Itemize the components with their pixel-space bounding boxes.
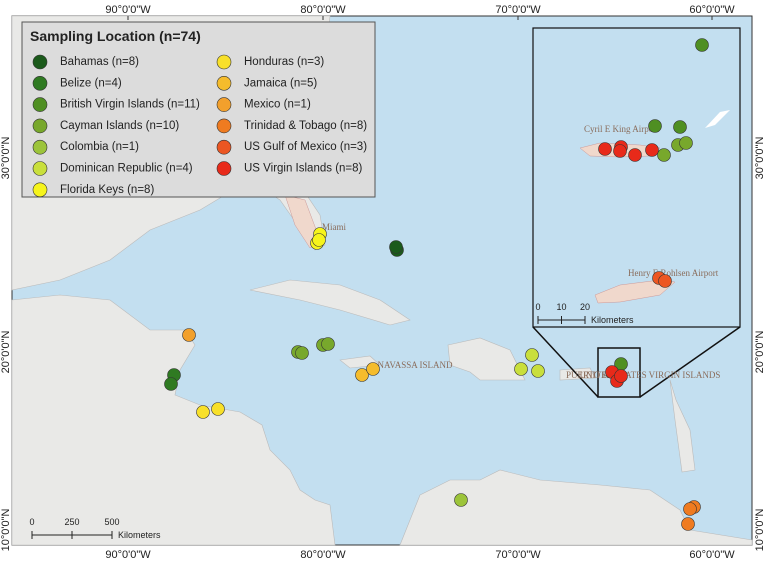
legend-label: Mexico (n=1) bbox=[244, 99, 311, 111]
lon-label: 70°0'0"W bbox=[495, 4, 541, 16]
lon-label: 90°0'0"W bbox=[105, 549, 151, 561]
scale-unit: Kilometers bbox=[118, 530, 161, 540]
sampling-point bbox=[531, 364, 545, 378]
place-label: PUERTO RICO bbox=[566, 370, 625, 380]
legend-label: Florida Keys (n=8) bbox=[60, 184, 154, 196]
sampling-point bbox=[645, 143, 659, 157]
inset-box bbox=[597, 347, 641, 398]
sampling-point bbox=[321, 337, 335, 351]
legend-box bbox=[21, 21, 376, 198]
legend-swatch bbox=[32, 54, 48, 70]
sampling-point bbox=[196, 405, 210, 419]
place-label: UNITED STATES VIRGIN ISLANDS bbox=[580, 370, 721, 380]
scale-label: 0 bbox=[535, 302, 540, 312]
legend-label: Honduras (n=3) bbox=[244, 56, 324, 68]
sampling-point bbox=[673, 120, 687, 134]
lat-label: 10°0'0"N bbox=[754, 509, 766, 552]
sampling-point bbox=[211, 402, 225, 416]
sampling-point bbox=[295, 346, 309, 360]
legend-swatch bbox=[32, 76, 48, 91]
scale-bar bbox=[537, 316, 586, 324]
scale-label: 250 bbox=[64, 517, 79, 527]
legend-label: British Virgin Islands (n=11) bbox=[60, 99, 200, 111]
sampling-point bbox=[657, 148, 671, 162]
sampling-point bbox=[628, 148, 642, 162]
legend-swatch bbox=[216, 97, 232, 112]
lon-label: 90°0'0"W bbox=[105, 4, 151, 16]
legend-label: Bahamas (n=8) bbox=[60, 56, 139, 68]
lat-label: 20°0'0"N bbox=[0, 331, 12, 374]
sampling-point bbox=[681, 517, 695, 531]
scale-label: 0 bbox=[29, 517, 34, 527]
inset-connector bbox=[532, 326, 741, 398]
sampling-point bbox=[658, 274, 672, 288]
scale-label: 20 bbox=[580, 302, 590, 312]
lat-label: 30°0'0"N bbox=[754, 137, 766, 180]
scale-label: 10 bbox=[556, 302, 566, 312]
legend-title: Sampling Location (n=74) bbox=[30, 28, 201, 44]
lat-label: 30°0'0"N bbox=[0, 137, 12, 180]
inset-map bbox=[532, 27, 741, 328]
legend-swatch bbox=[32, 118, 48, 134]
lon-label: 70°0'0"W bbox=[495, 549, 541, 561]
legend-swatch bbox=[216, 161, 232, 176]
legend-label: Belize (n=4) bbox=[60, 77, 122, 89]
legend: Sampling Location (n=74) Bahamas (n=8) Be… bbox=[21, 21, 376, 198]
lon-label: 80°0'0"W bbox=[300, 549, 346, 561]
legend-swatch bbox=[32, 182, 48, 198]
sampling-point bbox=[525, 348, 539, 362]
legend-swatch bbox=[32, 97, 48, 112]
legend-swatch bbox=[32, 139, 48, 155]
sampling-point bbox=[182, 328, 196, 342]
legend-swatch bbox=[216, 118, 232, 134]
scale-label: 500 bbox=[104, 517, 119, 527]
sampling-point bbox=[598, 142, 612, 156]
sampling-point bbox=[389, 240, 403, 254]
sampling-point bbox=[164, 377, 178, 391]
lat-label: 10°0'0"N bbox=[0, 509, 12, 552]
legend-label: US Virgin Islands (n=8) bbox=[244, 163, 363, 175]
sampling-point bbox=[613, 144, 627, 158]
lon-label: 80°0'0"W bbox=[300, 4, 346, 16]
sampling-point bbox=[614, 369, 628, 383]
island bbox=[705, 110, 730, 128]
scale-unit: Kilometers bbox=[591, 315, 634, 325]
sampling-point bbox=[679, 136, 693, 150]
legend-label: Dominican Republic (n=4) bbox=[60, 163, 193, 175]
place-label: NAVASSA ISLAND bbox=[378, 360, 453, 370]
lon-label: 60°0'0"W bbox=[689, 549, 735, 561]
legend-swatch bbox=[216, 54, 232, 70]
lat-label: 20°0'0"N bbox=[754, 331, 766, 374]
sampling-point bbox=[312, 233, 326, 247]
legend-label: Cayman Islands (n=10) bbox=[60, 120, 179, 132]
sampling-point bbox=[366, 362, 380, 376]
legend-swatch bbox=[216, 139, 232, 155]
sampling-point bbox=[683, 502, 697, 516]
place-label: Henry E Rohlsen Airport bbox=[628, 268, 719, 278]
scale-bar bbox=[31, 531, 113, 539]
sampling-point bbox=[454, 493, 468, 507]
sampling-point bbox=[355, 368, 369, 382]
place-label: Miami bbox=[322, 222, 346, 232]
lon-label: 60°0'0"W bbox=[689, 4, 735, 16]
legend-label: Trinidad & Tobago (n=8) bbox=[244, 120, 367, 132]
sampling-point bbox=[514, 362, 528, 376]
island bbox=[594, 279, 676, 304]
legend-label: Colombia (n=1) bbox=[60, 141, 139, 153]
legend-label: Jamaica (n=5) bbox=[244, 77, 317, 89]
legend-label: US Gulf of Mexico (n=3) bbox=[244, 141, 367, 153]
place-label: Cyril E King Airport bbox=[584, 124, 659, 134]
legend-swatch bbox=[216, 76, 232, 91]
sampling-point bbox=[695, 38, 709, 52]
legend-swatch bbox=[32, 161, 48, 176]
sampling-point bbox=[648, 119, 662, 133]
